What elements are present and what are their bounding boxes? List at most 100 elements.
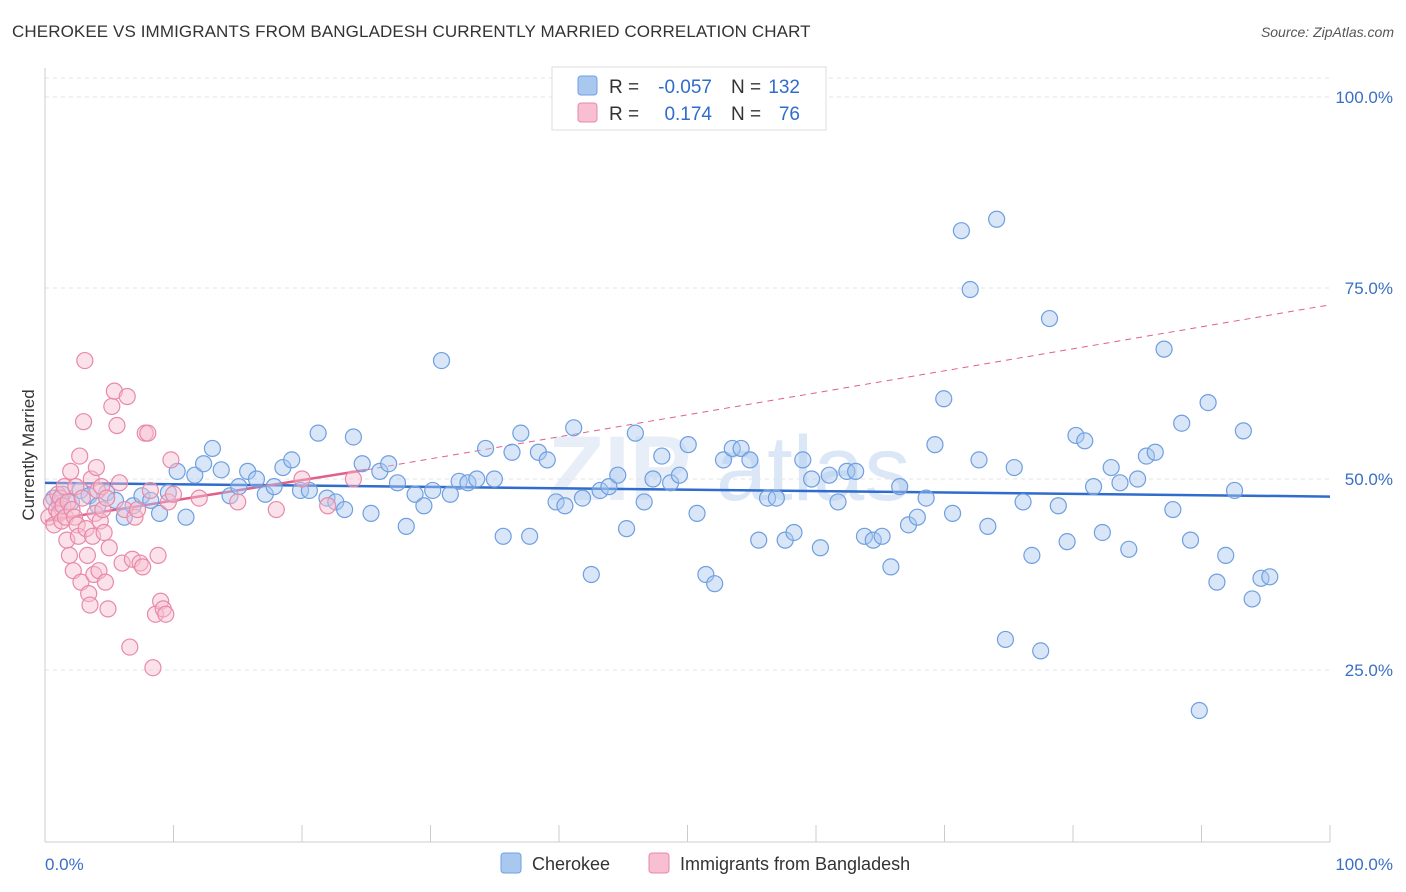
point-cherokee (309, 424, 327, 442)
point-bangladesh (60, 546, 79, 565)
point-bangladesh (103, 397, 121, 416)
point-cherokee (891, 478, 909, 496)
point-bangladesh (118, 387, 136, 406)
point-bangladesh (293, 470, 311, 488)
point-bangladesh (113, 554, 131, 572)
point-cherokee (230, 478, 248, 496)
bottom-legend-label-bangladesh: Immigrants from Bangladesh (680, 854, 910, 874)
point-cherokee (1208, 573, 1226, 591)
legend-box (551, 66, 827, 131)
point-cherokee (1084, 478, 1103, 496)
point-bangladesh (81, 596, 99, 614)
point-bangladesh (78, 546, 97, 565)
point-cherokee (344, 428, 362, 446)
point-cherokee (1225, 481, 1244, 500)
point-bangladesh (141, 481, 159, 500)
point-cherokee (820, 466, 838, 484)
point-bangladesh (71, 447, 89, 465)
point-cherokee (432, 351, 451, 370)
point-cherokee (697, 565, 715, 584)
point-cherokee (617, 520, 636, 538)
point-cherokee (195, 455, 213, 473)
point-cherokee (353, 455, 371, 473)
point-cherokee (1252, 569, 1270, 587)
bottom-legend-label-cherokee: Cherokee (532, 854, 610, 874)
point-cherokee (838, 462, 856, 480)
x-tick-label-start: 0.0% (45, 855, 84, 874)
point-cherokee (142, 491, 160, 509)
point-cherokee (397, 517, 415, 535)
point-bangladesh (190, 489, 208, 507)
point-cherokee (1137, 447, 1156, 465)
trendline-bangladesh-extension (366, 304, 1331, 471)
y-axis-label: Currently Married (19, 389, 38, 520)
point-cherokee (1120, 540, 1138, 558)
point-cherokee (847, 462, 865, 480)
point-cherokee (829, 493, 847, 511)
point-cherokee (706, 575, 724, 593)
point-bangladesh (62, 462, 80, 480)
point-bangladesh (110, 474, 129, 492)
source-label: Source: ZipAtlas.com (1260, 24, 1394, 40)
bottom-legend-swatch-cherokee (500, 852, 522, 874)
point-cherokee (732, 439, 750, 458)
point-cherokee (943, 504, 962, 522)
point-bangladesh (134, 558, 152, 576)
legend: R = -0.057 N = 132 R = 0.174 N = 76 (551, 66, 827, 131)
point-bangladesh (95, 523, 113, 542)
point-cherokee (935, 390, 953, 408)
point-bangladesh (100, 539, 118, 557)
y-tick-label: 100.0% (1335, 88, 1393, 107)
point-cherokee (988, 210, 1006, 228)
axes (44, 68, 1331, 843)
point-cherokee (406, 485, 424, 503)
point-bangladesh (96, 573, 114, 591)
point-cherokee (133, 487, 151, 505)
point-cherokee (741, 451, 759, 469)
point-cherokee (1243, 590, 1261, 608)
point-bangladesh (105, 382, 123, 400)
legend-r-label: R = (609, 77, 639, 98)
point-bangladesh (99, 600, 117, 618)
x-tick-labels: 0.0% 100.0% (45, 855, 1393, 874)
point-cherokee (476, 439, 495, 458)
point-cherokee (723, 439, 741, 458)
point-cherokee (1155, 340, 1173, 358)
point-bangladesh (144, 659, 162, 677)
point-cherokee (186, 466, 204, 484)
point-cherokee (556, 497, 574, 515)
point-cherokee (415, 497, 433, 515)
point-cherokee (1217, 546, 1235, 565)
trendline-cherokee (44, 481, 1331, 498)
point-bangladesh (74, 413, 93, 431)
point-cherokee (283, 451, 301, 469)
point-cherokee (212, 461, 230, 479)
legend-r-label: R = (609, 104, 639, 125)
legend-n-label: N = (731, 77, 761, 98)
point-cherokee (714, 451, 733, 469)
point-cherokee (1261, 568, 1279, 586)
bottom-legend: Cherokee Immigrants from Bangladesh (500, 852, 910, 874)
point-cherokee (459, 474, 477, 492)
point-cherokee (873, 527, 891, 545)
point-cherokee (864, 531, 882, 549)
point-cherokee (388, 474, 407, 492)
point-cherokee (512, 424, 530, 442)
point-cherokee (1093, 523, 1111, 542)
point-cherokee (609, 466, 627, 484)
point-cherokee (1023, 546, 1041, 565)
legend-r-value: -0.057 (658, 77, 712, 98)
point-bangladesh (149, 546, 167, 565)
point-cherokee (794, 451, 812, 469)
point-cherokee (538, 451, 556, 469)
point-cherokee (450, 472, 468, 490)
chart-title: CHEROKEE VS IMMIGRANTS FROM BANGLADESH C… (12, 22, 811, 41)
point-cherokee (1049, 497, 1067, 515)
trendline-bangladesh (44, 468, 367, 523)
point-cherokee (177, 508, 195, 526)
point-cherokee (362, 504, 380, 522)
legend-swatch-pink (577, 102, 598, 123)
point-cherokee (996, 630, 1015, 649)
point-bangladesh (108, 416, 126, 435)
